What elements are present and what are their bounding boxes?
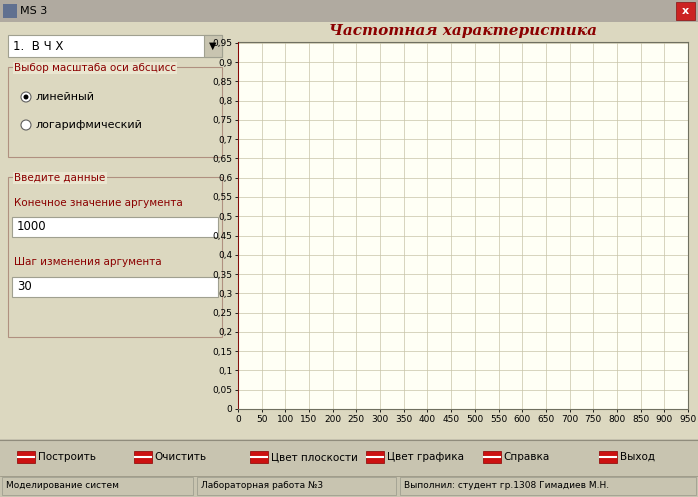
Text: Лабораторная работа №3: Лабораторная работа №3 — [202, 482, 324, 491]
Bar — [8, 35, 222, 57]
Text: Построить: Построить — [38, 452, 96, 462]
Bar — [8, 67, 222, 157]
Text: Выход: Выход — [620, 452, 655, 462]
Bar — [250, 451, 268, 463]
Bar — [8, 177, 222, 337]
Bar — [2, 477, 193, 495]
Bar — [17, 451, 36, 463]
Text: Выполнил: студент гр.1308 Гимадиев М.Н.: Выполнил: студент гр.1308 Гимадиев М.Н. — [404, 482, 609, 491]
Bar — [599, 451, 617, 463]
Text: Конечное значение аргумента: Конечное значение аргумента — [14, 198, 183, 208]
Bar — [12, 277, 218, 297]
Text: Введите данные: Введите данные — [14, 173, 105, 183]
Text: x: x — [682, 6, 689, 16]
Circle shape — [21, 92, 31, 102]
Text: линейный: линейный — [36, 92, 95, 102]
Text: Моделирование систем: Моделирование систем — [6, 482, 119, 491]
Bar — [204, 35, 222, 57]
Bar — [676, 2, 695, 20]
Bar — [12, 217, 218, 237]
Title: Частотная характеристика: Частотная характеристика — [329, 24, 597, 38]
Bar — [366, 451, 385, 463]
Text: Очистить: Очистить — [155, 452, 207, 462]
Bar — [400, 477, 696, 495]
Text: MS 3: MS 3 — [20, 6, 47, 16]
Text: логарифмический: логарифмический — [36, 120, 143, 130]
Text: Выбор масштаба оси абсцисс: Выбор масштаба оси абсцисс — [14, 63, 176, 73]
Bar — [3, 4, 17, 18]
Text: Справка: Справка — [504, 452, 550, 462]
Text: 1000: 1000 — [17, 221, 47, 234]
Bar — [483, 451, 500, 463]
Text: ▼: ▼ — [209, 41, 217, 51]
Text: Цвет графика: Цвет графика — [387, 452, 464, 462]
Bar — [198, 477, 396, 495]
Text: Цвет плоскости: Цвет плоскости — [271, 452, 358, 462]
Circle shape — [21, 120, 31, 130]
Text: 1.  В Ч Х: 1. В Ч Х — [13, 39, 64, 53]
Text: Шаг изменения аргумента: Шаг изменения аргумента — [14, 257, 162, 267]
Bar — [134, 451, 151, 463]
Circle shape — [24, 94, 29, 99]
Text: 30: 30 — [17, 280, 31, 294]
